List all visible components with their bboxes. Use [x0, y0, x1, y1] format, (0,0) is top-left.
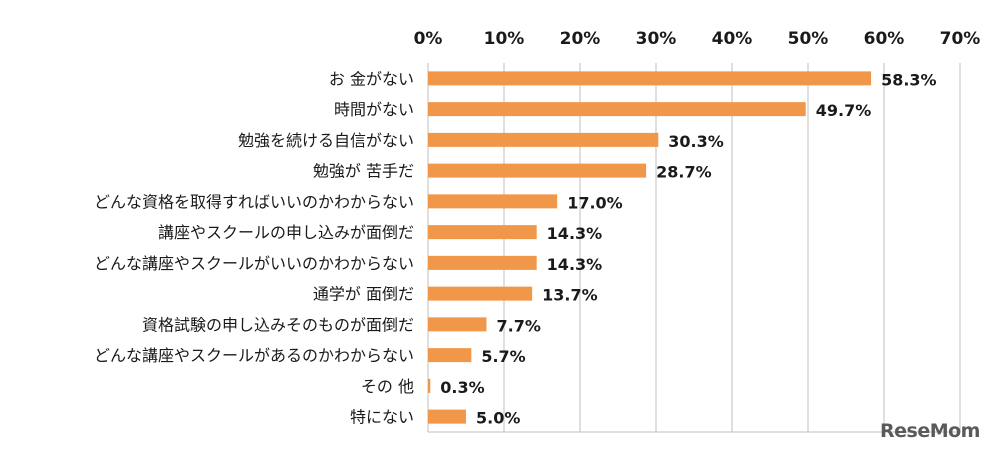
value-label-8: 13.7%	[542, 286, 598, 305]
tick-label-20: 20%	[560, 29, 601, 49]
bar-12	[428, 409, 466, 424]
category-label-6: 講座やスクールの申し込みが面倒だ	[158, 223, 414, 242]
bar-3	[428, 132, 659, 147]
category-label-1: お 金がない	[329, 69, 414, 88]
value-label-5: 17.0%	[567, 193, 623, 212]
grid-lines	[427, 63, 961, 433]
category-label-5: どんな資格を取得すればいいのかわからない	[94, 192, 414, 211]
tick-label-10: 10%	[484, 29, 525, 49]
tick-label-0: 0%	[414, 29, 443, 49]
bar-1	[428, 71, 872, 86]
category-label-9: 資格試験の申し込みそのものが面倒だ	[142, 315, 414, 334]
tick-labels: 0% 10% 20% 30% 40% 50% 60% 70%	[414, 29, 981, 49]
bar-6	[428, 225, 537, 240]
category-label-7: どんな講座やスクールがいいのかわからない	[94, 254, 414, 273]
tick-label-70: 70%	[940, 29, 981, 49]
category-label-3: 勉強を続ける自信がない	[238, 131, 414, 150]
watermark-logo: ReseMom	[880, 420, 980, 442]
value-label-4: 28.7%	[656, 163, 712, 182]
value-labels: 58.3% 49.7% 30.3% 28.7% 17.0% 14.3% 14.3% 13.7%…	[440, 70, 936, 427]
bar-5	[428, 194, 558, 209]
bar-10	[428, 348, 472, 363]
bar-2	[428, 102, 806, 117]
tick-label-60: 60%	[864, 29, 905, 49]
value-label-6: 14.3%	[547, 224, 603, 243]
bar-7	[428, 255, 537, 270]
value-label-9: 7.7%	[497, 316, 541, 335]
tick-label-30: 30%	[636, 29, 677, 49]
bar-9	[428, 317, 487, 332]
bar-8	[428, 286, 533, 301]
value-label-2: 49.7%	[816, 101, 872, 120]
category-label-12: 特にない	[350, 408, 414, 427]
tick-label-50: 50%	[788, 29, 829, 49]
category-label-10: どんな講座やスクールがあるのかわからない	[94, 346, 414, 365]
value-label-7: 14.3%	[547, 255, 603, 274]
tick-label-40: 40%	[712, 29, 753, 49]
category-label-4: 勉強が 苦手だ	[313, 162, 414, 181]
value-label-12: 5.0%	[476, 409, 520, 428]
bar-4	[428, 163, 647, 178]
value-label-10: 5.7%	[481, 347, 525, 366]
bars	[428, 71, 872, 424]
category-label-8: 通学が 面倒だ	[313, 285, 414, 304]
bar-11	[428, 378, 431, 393]
value-label-1: 58.3%	[881, 70, 937, 89]
category-label-2: 時間がない	[334, 100, 414, 119]
category-label-11: その 他	[361, 377, 414, 396]
value-label-11: 0.3%	[440, 378, 484, 397]
value-label-3: 30.3%	[668, 132, 724, 151]
